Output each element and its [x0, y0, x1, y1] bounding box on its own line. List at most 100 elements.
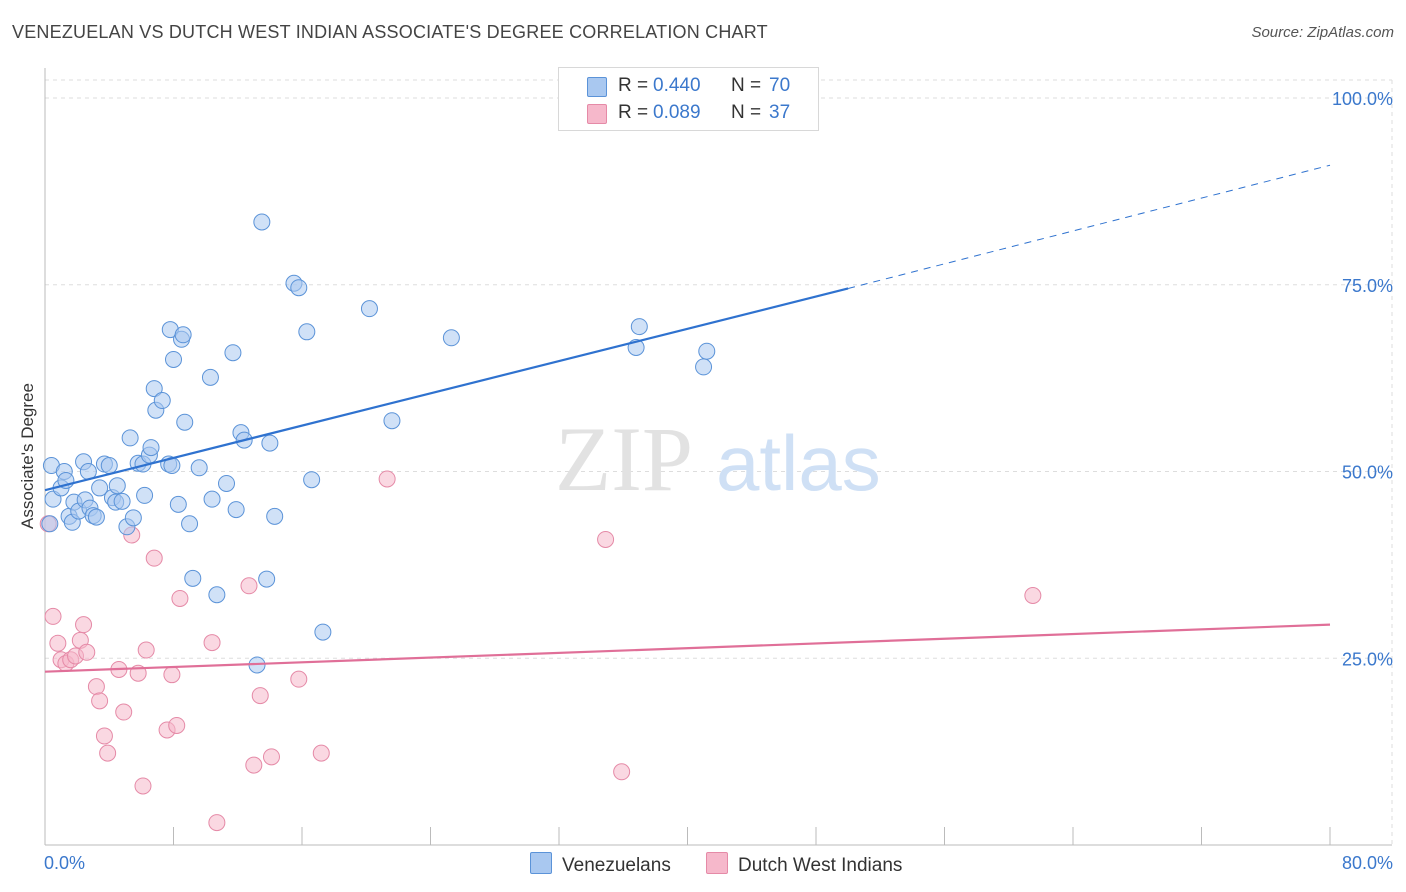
venezuelan-point: [224, 344, 242, 362]
dutch-point: [378, 470, 396, 488]
watermark: ZIP atlas: [555, 408, 881, 510]
dutch-point: [49, 634, 67, 652]
source-label: Source: ZipAtlas.com: [1251, 24, 1394, 41]
venezuelan-point: [41, 515, 59, 533]
y-tick-label: 100.0%: [1332, 89, 1393, 109]
chart-title: VENEZUELAN VS DUTCH WEST INDIAN ASSOCIAT…: [12, 22, 768, 42]
y-tick-label: 25.0%: [1342, 649, 1393, 669]
venezuelan-point: [261, 434, 279, 452]
venezuelan-point: [136, 486, 154, 504]
venezuelan-point: [695, 358, 713, 376]
dutch-point: [597, 530, 615, 548]
legend-swatch-dutch: [587, 104, 607, 124]
dutch-point: [240, 577, 258, 595]
legend-n-value: 37: [769, 102, 791, 123]
venezuelan-point: [169, 495, 187, 513]
bottom-legend-swatch-dutch: [706, 852, 728, 874]
venezuelan-trend-line: [44, 287, 849, 492]
venezuelan-point: [165, 350, 182, 368]
venezuelan-point: [181, 515, 199, 533]
venezuelan-point: [201, 368, 219, 386]
dutch-point: [91, 692, 109, 710]
correlation-legend: R = 0.440 N = 70 R = 0.089 N = 37: [558, 67, 819, 131]
venezuelan-point: [360, 300, 378, 318]
venezuelan-point: [203, 490, 221, 508]
venezuelan-point: [208, 586, 226, 604]
legend-r-value: 0.440: [653, 75, 701, 96]
y-tick-label: 50.0%: [1342, 463, 1393, 483]
dutch-point: [163, 666, 181, 684]
legend-row-venezuelans: R = 0.440 N = 70: [559, 74, 818, 100]
legend-row-dutch: R = 0.089 N = 37: [559, 101, 818, 127]
venezuelan-point: [113, 492, 131, 510]
dutch-point: [99, 744, 117, 762]
legend-n-value: 70: [769, 75, 791, 96]
dutch-point: [137, 641, 155, 659]
dutch-point: [145, 549, 163, 567]
dutch-point: [87, 678, 105, 696]
legend-r-label: R =: [618, 102, 649, 123]
legend-r-value: 0.089: [653, 102, 701, 123]
trend-lines: [44, 164, 1331, 673]
legend-n-label: N =: [731, 102, 762, 123]
y-tick-label: 75.0%: [1342, 276, 1393, 296]
dutch-point: [290, 670, 308, 688]
venezuelan-point: [258, 570, 276, 588]
venezuelan-point: [91, 479, 109, 497]
venezuelan-point: [266, 507, 284, 525]
dutch-point: [115, 703, 133, 721]
watermark-zip: ZIP: [555, 408, 693, 510]
bottom-legend-label-venezuelans: Venezuelans: [562, 855, 671, 876]
axes: [44, 68, 1392, 846]
tick-labels: 25.0% 50.0% 75.0% 100.0% 0.0% 80.0%: [44, 89, 1393, 873]
venezuelan-point: [698, 342, 716, 360]
watermark-atlas: atlas: [716, 419, 881, 507]
venezuelan-point: [87, 508, 105, 526]
dutch-point: [134, 777, 152, 795]
venezuelan-point: [253, 213, 271, 231]
venezuelan-point: [176, 413, 194, 431]
dutch-point: [75, 616, 93, 634]
venezuelan-point: [290, 279, 308, 297]
venezuelan-point: [145, 380, 163, 398]
venezuelan-point: [108, 477, 126, 495]
venezuelan-point: [124, 509, 142, 527]
dutch-point: [208, 814, 226, 832]
venezuelan-point: [218, 474, 236, 492]
venezuelan-point: [227, 501, 245, 519]
dutch-point: [262, 748, 280, 766]
dutch-point: [251, 687, 269, 705]
legend-r-label: R =: [618, 75, 649, 96]
dutch-point: [1024, 587, 1042, 605]
dutch-point: [95, 727, 113, 745]
dutch-point: [78, 643, 96, 661]
y-axis-label: Associate's Degree: [18, 383, 37, 529]
venezuelan-point: [174, 326, 192, 344]
x-tick-label-max: 80.0%: [1342, 853, 1393, 873]
venezuelan-point: [383, 412, 401, 430]
x-tick-label-min: 0.0%: [44, 853, 85, 873]
dutch-point: [613, 763, 631, 781]
venezuelan-point: [303, 471, 321, 489]
venezuelan-point: [121, 429, 139, 447]
dutch-point: [168, 716, 186, 734]
venezuelan-point: [153, 392, 171, 410]
legend-n-label: N =: [731, 75, 762, 96]
venezuelan-point: [184, 569, 202, 587]
dutch-trend-line: [44, 623, 1331, 673]
venezuelan-point: [314, 623, 332, 641]
dutch-point: [312, 744, 330, 762]
bottom-legend-dutch: Dutch West Indians: [706, 852, 902, 877]
venezuelan-point: [190, 459, 208, 477]
venezuelan-point: [142, 439, 160, 457]
dutch-point: [171, 589, 189, 607]
venezuelan-point: [442, 329, 460, 347]
bottom-legend-label-dutch: Dutch West Indians: [738, 855, 903, 876]
venezuelan-point: [100, 457, 118, 475]
venezuelan-point: [630, 318, 648, 336]
venezuelan-point: [298, 323, 316, 341]
venezuelan-trend-extension: [848, 164, 1331, 289]
bottom-legend-swatch-venezuelans: [530, 852, 552, 874]
dutch-point: [44, 607, 62, 625]
